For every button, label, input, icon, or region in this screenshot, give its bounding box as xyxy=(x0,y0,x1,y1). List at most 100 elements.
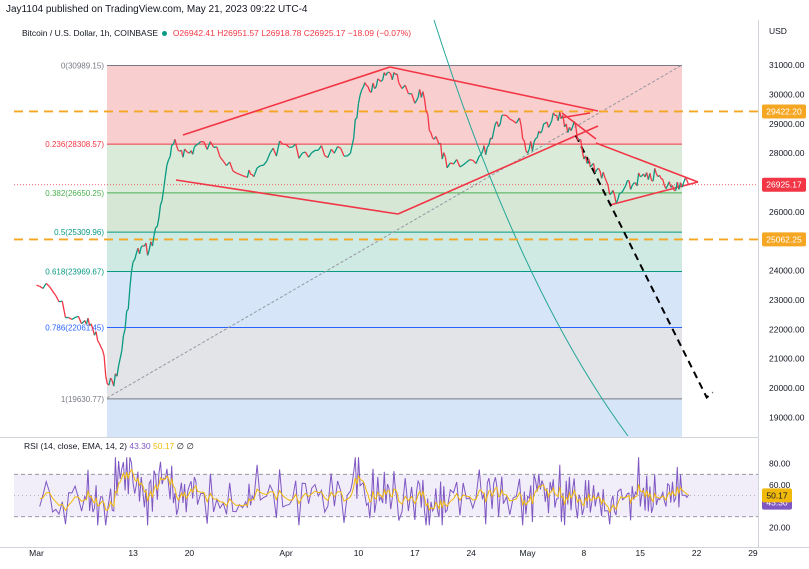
price-segment xyxy=(359,89,363,96)
rsi-tick-label: 60.00 xyxy=(769,480,791,490)
price-segment xyxy=(275,140,281,157)
price-segment xyxy=(531,142,535,152)
price-segment xyxy=(174,139,178,146)
price-segment xyxy=(456,159,461,168)
price-segment xyxy=(541,123,545,131)
price-segment xyxy=(446,162,451,169)
price-tick-label: 22000.00 xyxy=(769,324,805,334)
price-segment xyxy=(465,159,471,163)
price-segment xyxy=(216,146,221,158)
price-segment xyxy=(488,137,492,146)
price-segment xyxy=(146,249,150,256)
price-segment xyxy=(491,130,495,140)
price-segment xyxy=(543,122,546,125)
price-segment xyxy=(113,373,117,387)
price-segment xyxy=(346,152,351,157)
price-segment xyxy=(256,165,261,169)
axes: 19000.00 20000.00 21000.00 22000.00 23000.00… xyxy=(0,60,809,558)
price-segment xyxy=(354,117,358,120)
price-segment xyxy=(372,82,376,89)
time-tick-label: Apr xyxy=(279,548,292,558)
price-segment xyxy=(638,172,641,177)
price-segment xyxy=(182,148,186,158)
price-segment xyxy=(130,261,134,272)
price-segment xyxy=(428,130,432,134)
price-segment xyxy=(485,147,488,155)
price-segment xyxy=(197,141,202,145)
price-segment xyxy=(439,143,443,160)
currency-label: USD xyxy=(769,26,787,36)
price-segment xyxy=(551,112,554,122)
price-segment xyxy=(422,91,426,100)
price-segment xyxy=(501,114,504,117)
pattern-line-3 xyxy=(397,125,599,215)
price-segment xyxy=(242,175,246,178)
price-segment xyxy=(533,138,537,143)
rsi-legend-title: RSI (14, close, EMA, 14, 2) xyxy=(24,441,127,451)
price-badge-label: 25062.25 xyxy=(766,234,802,244)
price-segment xyxy=(377,78,380,81)
price-segment xyxy=(295,143,300,159)
price-segment xyxy=(148,241,152,251)
price-segment xyxy=(496,121,500,128)
price-segment xyxy=(222,160,228,167)
price-badge-bg xyxy=(762,104,806,119)
price-segment xyxy=(493,123,496,132)
time-tick-label: 22 xyxy=(692,548,702,558)
ohlc-change: −18.09 (−0.07%) xyxy=(347,28,412,38)
price-segment xyxy=(443,152,447,158)
price-segment xyxy=(161,188,165,201)
price-segment xyxy=(134,253,137,260)
price-segment xyxy=(266,152,271,162)
price-segment xyxy=(353,119,356,139)
price-segment xyxy=(163,176,166,189)
price-segment xyxy=(526,149,530,154)
price-segment xyxy=(101,349,105,357)
price-segment xyxy=(311,149,316,154)
price-segment xyxy=(629,185,633,190)
price-segment xyxy=(351,138,355,146)
price-segment xyxy=(105,375,108,385)
price-segment xyxy=(430,132,434,139)
price-segment xyxy=(195,143,198,146)
price-segment xyxy=(206,141,211,150)
ohlc-high: H26951.57 xyxy=(217,28,259,38)
price-segment xyxy=(415,97,419,101)
price-segment xyxy=(660,178,664,180)
price-segment xyxy=(609,192,612,196)
projection-line xyxy=(574,135,714,399)
price-segment xyxy=(425,111,429,115)
ohlc-close: C26925.17 xyxy=(303,28,346,38)
price-segment xyxy=(414,100,418,104)
pattern-line-2 xyxy=(175,179,399,215)
price-segment xyxy=(486,144,490,148)
price-segment xyxy=(340,148,345,157)
price-segment xyxy=(620,191,623,194)
rsi-ema-line xyxy=(39,468,689,514)
price-segment xyxy=(535,137,538,140)
price-tick-label: 26000.00 xyxy=(769,207,805,217)
price-segment xyxy=(472,159,477,165)
price-segment xyxy=(42,283,47,289)
price-segment xyxy=(452,159,458,165)
price-segment xyxy=(246,169,250,178)
time-tick-label: 20 xyxy=(185,548,195,558)
price-segment xyxy=(169,145,173,157)
price-segment xyxy=(652,168,656,182)
time-tick-label: 17 xyxy=(410,548,420,558)
price-segment xyxy=(308,152,313,158)
price-segment xyxy=(119,350,123,359)
price-segment xyxy=(156,217,160,227)
pattern-line-6 xyxy=(609,181,699,206)
price-segment xyxy=(129,271,133,289)
price-segment xyxy=(379,79,382,82)
pattern-line-5 xyxy=(595,142,699,183)
price-segment xyxy=(681,182,685,188)
price-segment xyxy=(184,148,187,152)
time-tick-label: 13 xyxy=(128,548,138,558)
price-segment xyxy=(364,82,368,86)
price-segment xyxy=(581,150,585,160)
price-segment xyxy=(116,365,120,377)
